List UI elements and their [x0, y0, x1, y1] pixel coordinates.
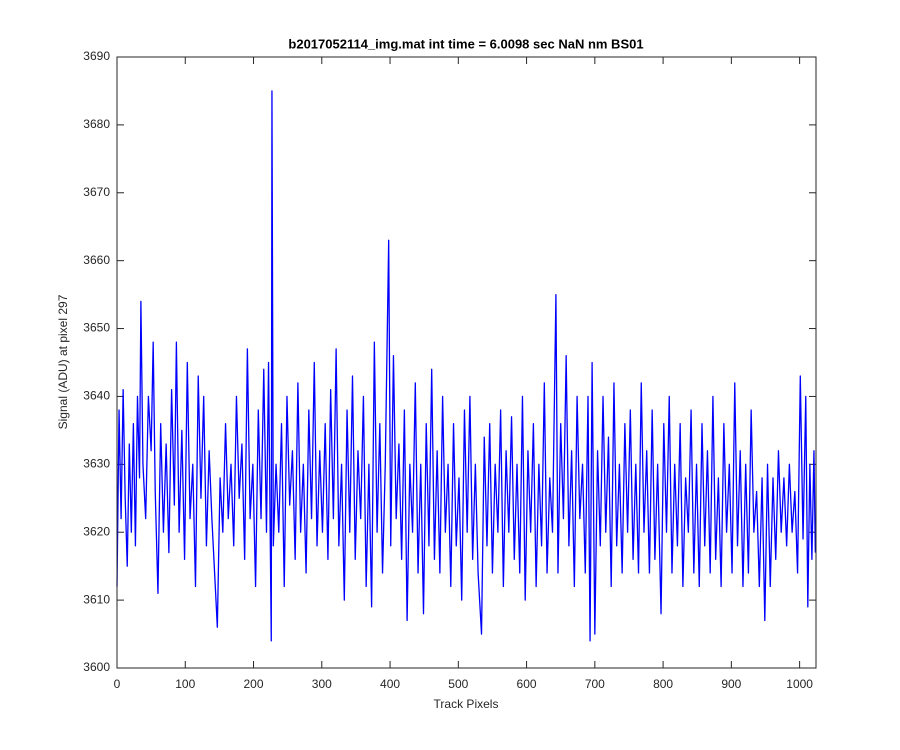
y-tick-label: 3630 [83, 457, 110, 471]
y-tick-label: 3620 [83, 524, 110, 538]
y-axis-label: Signal (ADU) at pixel 297 [56, 294, 70, 429]
x-axis-label: Track Pixels [434, 697, 499, 711]
x-tick-label: 1000 [786, 677, 813, 691]
x-tick-label: 500 [448, 677, 468, 691]
x-tick-label: 900 [721, 677, 741, 691]
x-tick-label: 0 [114, 677, 121, 691]
y-tick-label: 3650 [83, 321, 110, 335]
axes-box [116, 56, 817, 669]
x-tick-label: 300 [312, 677, 332, 691]
x-tick-label: 400 [380, 677, 400, 691]
y-tick-label: 3610 [83, 592, 110, 606]
data-line [116, 90, 816, 642]
x-tick-label: 600 [517, 677, 537, 691]
x-tick-label: 200 [244, 677, 264, 691]
x-tick-label: 800 [653, 677, 673, 691]
y-tick-label: 3600 [83, 660, 110, 674]
y-tick-label: 3640 [83, 389, 110, 403]
x-tick-label: 700 [585, 677, 605, 691]
chart-title: b2017052114_img.mat int time = 6.0098 se… [288, 36, 643, 51]
x-tick-label: 100 [175, 677, 195, 691]
y-tick-label: 3680 [83, 117, 110, 131]
y-tick-label: 3670 [83, 185, 110, 199]
y-tick-label: 3660 [83, 253, 110, 267]
y-tick-label: 3690 [83, 49, 110, 63]
